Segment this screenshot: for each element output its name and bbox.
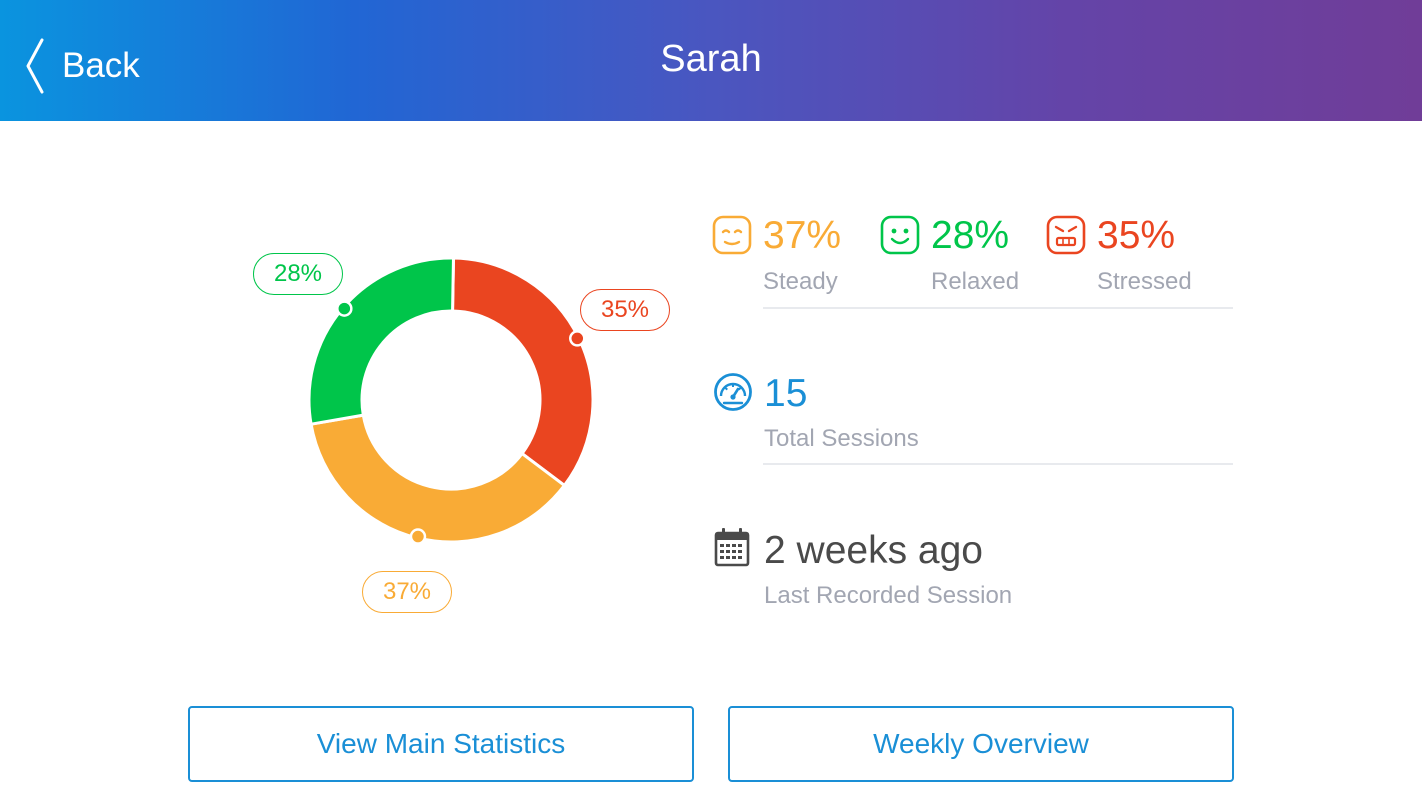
chart-label-stressed: 35%: [580, 289, 670, 331]
steady-percent: 37%: [763, 214, 842, 257]
weekly-overview-button[interactable]: Weekly Overview: [728, 706, 1234, 782]
last-session-label: Last Recorded Session: [764, 582, 1013, 609]
relaxed-percent: 28%: [931, 214, 1010, 257]
stressed-face-icon: [1046, 215, 1086, 255]
donut-dot-relaxed: [336, 300, 353, 317]
calendar-icon: [714, 528, 750, 567]
donut-svg: [307, 256, 595, 545]
donut-slice-steady: [309, 413, 567, 544]
total-sessions-count: 15: [764, 372, 808, 415]
relaxed-label: Relaxed: [931, 268, 1020, 295]
speedometer-icon: [714, 373, 752, 411]
total-sessions-label: Total Sessions: [764, 425, 919, 452]
donut-dot-steady: [409, 528, 427, 545]
back-button[interactable]: Back: [22, 36, 172, 96]
donut-slice-stressed: [451, 256, 595, 488]
header-bar: Back Sarah: [0, 0, 1422, 121]
donut-dot-stressed: [569, 330, 586, 347]
chevron-left-icon: [26, 38, 44, 94]
chart-label-steady: 37%: [362, 571, 452, 613]
mood-breakdown: 37% Steady 28% Relaxed 35% Stressed: [712, 212, 1232, 312]
divider: [763, 307, 1233, 309]
last-session-value: 2 weeks ago: [764, 529, 983, 572]
donut-slice-relaxed: [307, 256, 456, 426]
mood-donut-chart: 35% 37% 28%: [250, 245, 690, 625]
divider: [763, 463, 1233, 465]
stressed-label: Stressed: [1097, 268, 1192, 295]
steady-face-icon: [712, 215, 752, 255]
chart-label-relaxed: 28%: [253, 253, 343, 295]
page-title: Sarah: [660, 38, 762, 80]
view-main-statistics-button[interactable]: View Main Statistics: [188, 706, 694, 782]
relaxed-face-icon: [880, 215, 920, 255]
steady-label: Steady: [763, 268, 838, 295]
stressed-percent: 35%: [1097, 214, 1176, 257]
back-label: Back: [62, 46, 140, 85]
